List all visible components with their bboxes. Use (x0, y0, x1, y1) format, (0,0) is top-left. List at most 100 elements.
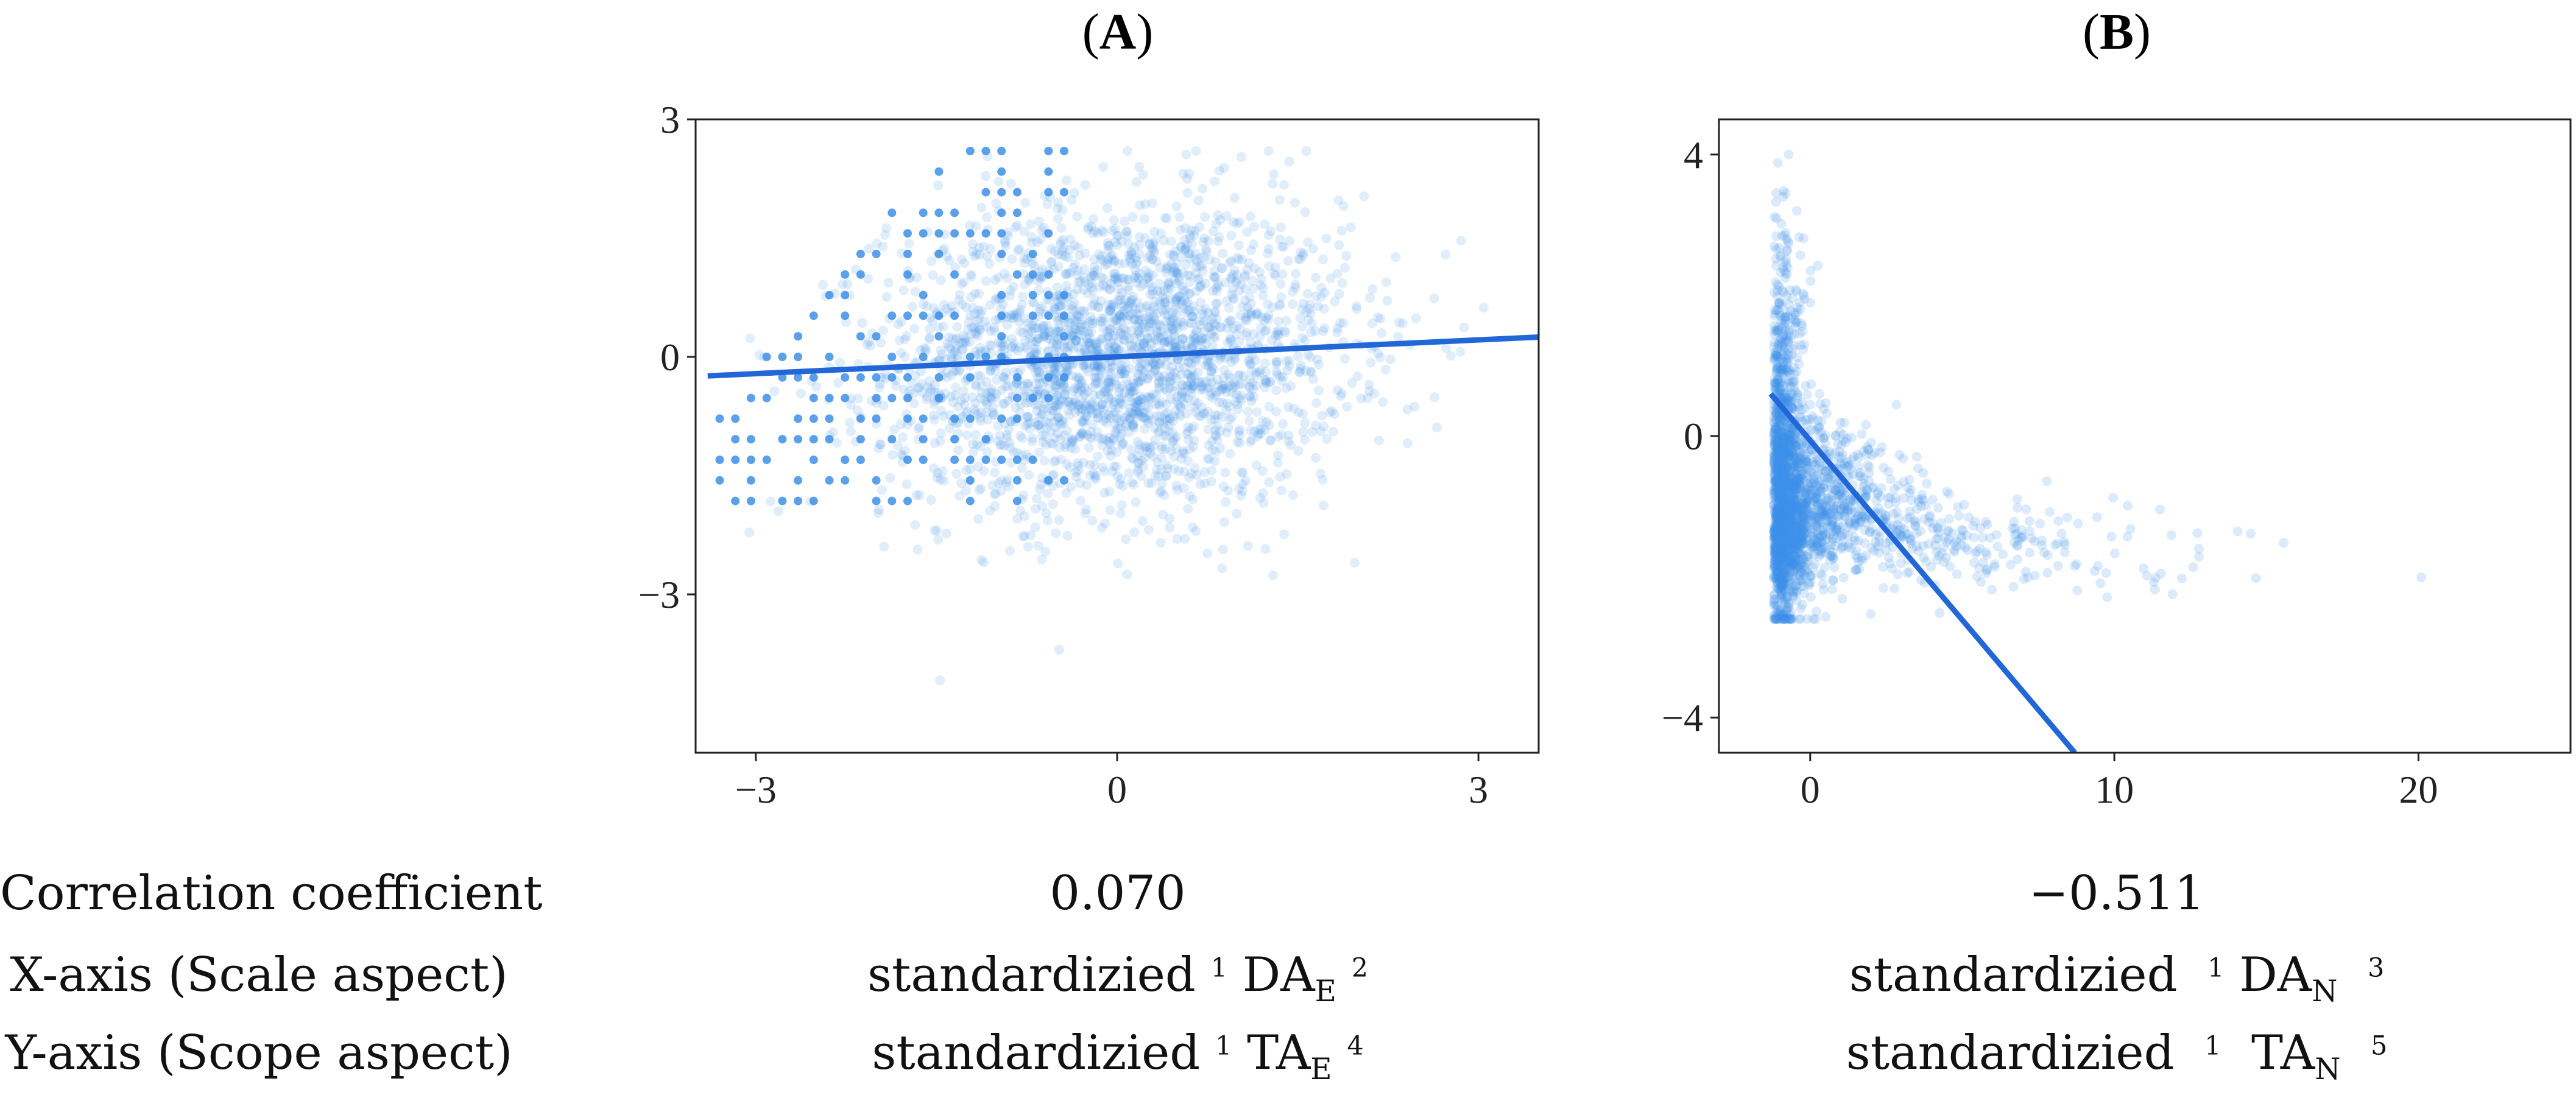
scatter-point (976, 305, 987, 315)
scatter-point (1195, 281, 1205, 292)
scatter-point (1019, 511, 1029, 521)
scatter-point (1012, 270, 1022, 279)
scatter-point (1779, 454, 1789, 464)
scatter-point (1148, 389, 1159, 400)
scatter-point (1123, 275, 1134, 285)
scatter-point (1779, 530, 1789, 540)
scatter-point (999, 269, 1009, 279)
scatter-point (1143, 442, 1154, 452)
scatter-point (910, 371, 920, 381)
scatter-point (1780, 453, 1791, 463)
scatter-point (1809, 471, 1819, 482)
scatter-point (1090, 474, 1101, 485)
scatter-point (1785, 450, 1795, 460)
scatter-point (1066, 437, 1076, 448)
scatter-point (1132, 297, 1143, 308)
scatter-point (1126, 246, 1137, 256)
scatter-point (1057, 395, 1067, 405)
scatter-point (1223, 323, 1233, 334)
scatter-point (1969, 557, 1980, 568)
scatter-point (1088, 382, 1098, 392)
scatter-point (1023, 379, 1033, 389)
scatter-point (778, 373, 787, 382)
scatter-point (1237, 301, 1247, 311)
scatter-point (1067, 370, 1078, 381)
scatter-point (1061, 362, 1071, 372)
scatter-point (1145, 250, 1155, 261)
scatter-point (1202, 383, 1213, 393)
scatter-point (1154, 382, 1164, 392)
scatter-point (1090, 373, 1100, 382)
scatter-point (903, 393, 912, 403)
scatter-point (1028, 250, 1037, 258)
scatter-point (1117, 381, 1127, 392)
scatter-point (1041, 508, 1051, 518)
scatter-point (1160, 213, 1170, 223)
scatter-point (1936, 518, 1946, 528)
scatter-point (1788, 529, 1799, 539)
scatter-point (1263, 248, 1273, 259)
scatter-point (1126, 248, 1137, 258)
scatter-point (1789, 555, 1799, 566)
scatter-point (953, 445, 964, 456)
scatter-point (1795, 529, 1805, 540)
scatter-point (766, 496, 776, 507)
scatter-point (1054, 515, 1064, 525)
scatter-point (1127, 407, 1138, 418)
scatter-point (1783, 614, 1793, 624)
scatter-point (1206, 476, 1216, 487)
scatter-point (1006, 178, 1016, 189)
scatter-point (1273, 316, 1283, 326)
scatter-point (1262, 378, 1272, 388)
scatter-point (1186, 225, 1196, 236)
scatter-point (1193, 195, 1204, 206)
scatter-point (1169, 331, 1179, 342)
scatter-point (1832, 523, 1843, 533)
scatter-point (1133, 329, 1143, 339)
scatter-point (1087, 286, 1098, 296)
scatter-point (1043, 403, 1053, 414)
scatter-point (1066, 482, 1076, 492)
scatter-point (965, 269, 976, 280)
scatter-point (856, 414, 865, 423)
scatter-point (1795, 297, 1805, 308)
scatter-point (998, 399, 1008, 409)
scatter-point (1042, 199, 1053, 209)
scatter-point (1120, 357, 1131, 368)
scatter-point (1796, 557, 1806, 567)
scatter-point (1441, 249, 1450, 259)
scatter-point (1152, 328, 1163, 338)
scatter-point (1096, 313, 1107, 323)
scatter-point (1779, 516, 1789, 527)
scatter-point (1241, 312, 1251, 323)
scatter-point (1032, 364, 1042, 374)
scatter-point (1769, 614, 1779, 624)
scatter-point (1206, 366, 1216, 376)
scatter-point (1089, 362, 1099, 371)
scatter-point (950, 435, 959, 444)
scatter-point (1780, 534, 1790, 544)
scatter-point (1161, 471, 1171, 481)
scatter-point (1812, 424, 1823, 434)
scatter-point (1211, 219, 1221, 229)
scatter-point (962, 430, 972, 440)
scatter-point (1209, 414, 1219, 424)
scatter-point (1009, 447, 1019, 457)
scatter-point (1146, 478, 1157, 488)
scatter-point (1774, 490, 1785, 501)
scatter-point (1003, 474, 1013, 485)
scatter-point (892, 440, 903, 451)
scatter-point (1198, 334, 1208, 344)
scatter-point (1273, 325, 1283, 336)
scatter-point (955, 364, 965, 375)
scatter-point (1982, 519, 1992, 530)
scatter-point (1026, 232, 1037, 242)
scatter-point (1124, 311, 1135, 321)
scatter-point (1115, 432, 1126, 443)
scatter-point (1226, 230, 1237, 241)
scatter-point (975, 371, 986, 381)
scatter-point (1813, 455, 1823, 465)
scatter-point (1774, 462, 1784, 472)
scatter-point (1134, 273, 1144, 284)
scatter-point (1187, 371, 1197, 381)
